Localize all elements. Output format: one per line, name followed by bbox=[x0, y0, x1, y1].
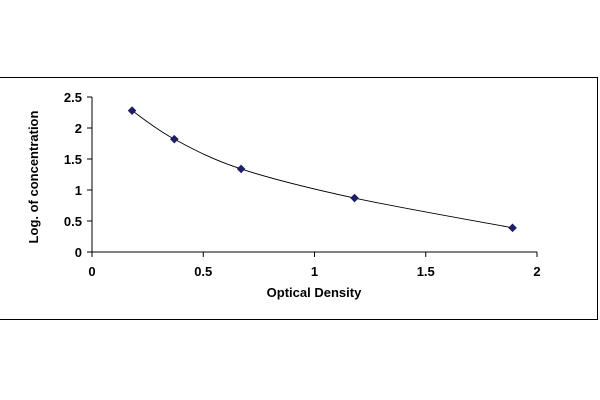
x-axis-title: Optical Density bbox=[267, 285, 362, 300]
x-tick-label: 1.5 bbox=[417, 264, 435, 279]
series-line bbox=[131, 110, 513, 229]
chart-frame bbox=[0, 77, 598, 320]
x-tick-label: 0.5 bbox=[194, 264, 212, 279]
data-point-marker bbox=[508, 223, 517, 233]
plot-area: 0 0.5 1 1.5 2 2.5 0 0.5 1 1.5 2 bbox=[64, 90, 541, 279]
y-ticks: 0 0.5 1 1.5 2 2.5 bbox=[64, 90, 92, 260]
data-point-marker bbox=[236, 164, 246, 174]
y-tick-label: 0.5 bbox=[64, 214, 82, 229]
y-tick-label: 2.5 bbox=[64, 90, 82, 105]
data-point-marker bbox=[127, 106, 137, 115]
x-tick-label: 0 bbox=[88, 264, 95, 279]
series-markers bbox=[127, 106, 517, 233]
data-point-marker bbox=[170, 134, 179, 144]
x-ticks: 0 0.5 1 1.5 2 bbox=[88, 252, 541, 279]
y-axis-title: Log. of concentration bbox=[26, 111, 41, 244]
x-tick-label: 2 bbox=[533, 264, 540, 279]
y-tick-label: 2 bbox=[75, 121, 82, 136]
y-tick-label: 0 bbox=[75, 245, 82, 260]
y-tick-label: 1 bbox=[75, 183, 82, 198]
data-point-marker bbox=[350, 193, 359, 203]
x-tick-label: 1 bbox=[311, 264, 318, 279]
y-tick-label: 1.5 bbox=[64, 152, 82, 167]
